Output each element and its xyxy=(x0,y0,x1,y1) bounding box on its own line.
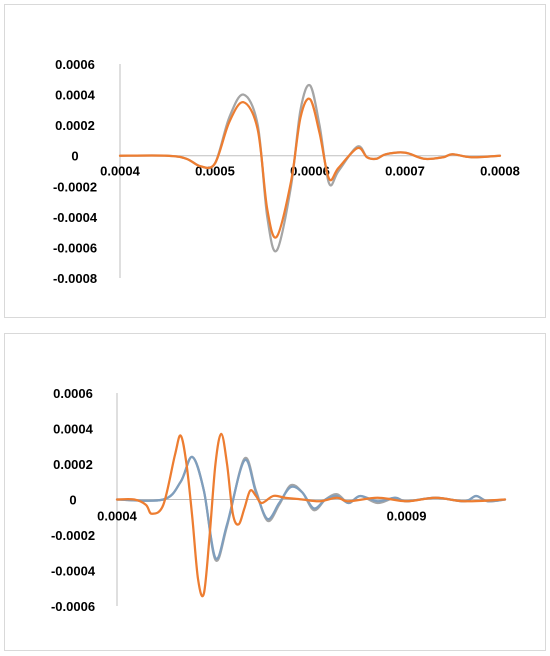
y-tick-label: -0.0004 xyxy=(51,564,96,579)
x-tick-label: 0.0006 xyxy=(290,164,330,179)
x-tick-label: 0.0008 xyxy=(480,164,520,179)
x-tick-label: 0.0007 xyxy=(385,164,425,179)
chart-bottom-svg: 0.0006 0.0004 0.0002 0 -0.0002 -0.0004 -0.0006… xyxy=(51,386,507,614)
series-line xyxy=(115,432,507,598)
y-tick-label: 0.0004 xyxy=(53,422,94,437)
chart-panel-top: 0.0006 0.0004 0.0002 0 -0.0002 -0.0004 -0.0006… xyxy=(4,4,546,318)
y-tick-label: -0.0006 xyxy=(51,599,95,614)
y-tick-label: 0 xyxy=(71,149,78,164)
y-tick-label: 0.0006 xyxy=(53,386,93,401)
y-tick-label: -0.0002 xyxy=(53,179,97,194)
series-line xyxy=(115,455,507,562)
y-tick-label: 0.0002 xyxy=(53,457,93,472)
chart-panel-bottom: 0.0006 0.0004 0.0002 0 -0.0002 -0.0004 -0.0006… xyxy=(4,333,546,651)
series-line xyxy=(118,97,502,239)
x-tick-label: 0.0004 xyxy=(97,509,138,524)
y-tick-label: 0 xyxy=(69,493,76,508)
y-tick-label: -0.0008 xyxy=(53,271,97,286)
chart-top-svg: 0.0006 0.0004 0.0002 0 -0.0002 -0.0004 -0.0006… xyxy=(53,57,520,286)
x-tick-label: 0.0009 xyxy=(387,509,427,524)
x-tick-label: 0.0004 xyxy=(100,164,141,179)
y-tick-label: -0.0002 xyxy=(51,528,95,543)
y-tick-label: -0.0004 xyxy=(53,210,98,225)
y-tick-label: 0.0006 xyxy=(55,57,95,72)
y-tick-label: 0.0004 xyxy=(55,88,96,103)
y-tick-label: 0.0002 xyxy=(55,118,95,133)
y-tick-label: -0.0006 xyxy=(53,240,97,255)
